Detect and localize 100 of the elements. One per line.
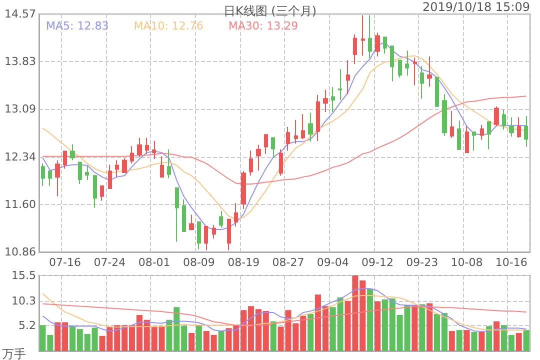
candlestick bbox=[442, 94, 447, 136]
text: MA10: 12.76 bbox=[134, 20, 204, 32]
candlestick bbox=[494, 106, 499, 127]
candlestick bbox=[413, 57, 417, 86]
candlestick bbox=[487, 121, 491, 150]
candlestick bbox=[130, 146, 134, 164]
y-tick-label: 14.57 bbox=[4, 8, 36, 20]
text: 2019/10/18 15:09 bbox=[422, 0, 530, 14]
candlestick bbox=[435, 77, 439, 107]
x-tick-label: 09-23 bbox=[406, 256, 438, 269]
bar bbox=[426, 303, 433, 351]
bar bbox=[270, 321, 276, 351]
bar bbox=[308, 314, 314, 351]
candlestick bbox=[108, 164, 112, 189]
candlestick bbox=[85, 164, 89, 181]
bar bbox=[196, 325, 202, 351]
y-axis-title: 万手 bbox=[2, 347, 26, 360]
chart-title: 日K线图 (三个月) bbox=[223, 4, 317, 18]
line-series bbox=[42, 303, 527, 326]
candlestick bbox=[405, 50, 409, 76]
candlestick bbox=[212, 224, 216, 240]
candlestick bbox=[264, 134, 268, 154]
candlestick bbox=[368, 14, 372, 59]
bar bbox=[494, 321, 500, 351]
candlestick bbox=[93, 175, 97, 208]
candlestick bbox=[137, 137, 142, 158]
candlestick bbox=[78, 162, 82, 184]
candlestick bbox=[271, 137, 275, 158]
candlestick bbox=[480, 124, 484, 140]
bar bbox=[478, 332, 485, 351]
x-tick-label: 09-12 bbox=[362, 256, 394, 269]
candlestick bbox=[197, 221, 201, 250]
candlestick bbox=[316, 94, 320, 142]
candlestick bbox=[48, 170, 52, 186]
candlestick bbox=[204, 226, 208, 251]
bar bbox=[516, 332, 522, 351]
line-series bbox=[42, 96, 527, 184]
bar bbox=[448, 331, 455, 351]
candlestick bbox=[323, 89, 328, 113]
candlestick bbox=[457, 120, 461, 150]
bar bbox=[523, 330, 530, 351]
x-tick-label: 08-01 bbox=[138, 256, 170, 269]
text: MA5: 12.83 bbox=[46, 20, 109, 32]
candlestick bbox=[234, 202, 238, 227]
bar bbox=[464, 330, 470, 351]
candlestick bbox=[301, 114, 305, 140]
bar bbox=[218, 331, 224, 351]
candlestick bbox=[152, 140, 156, 160]
x-tick-label: 10-08 bbox=[450, 256, 483, 269]
candlestick bbox=[517, 116, 521, 138]
candlestick bbox=[346, 60, 350, 95]
candlestick bbox=[227, 218, 231, 251]
candlestick bbox=[331, 86, 335, 113]
bar bbox=[367, 288, 374, 351]
candlestick bbox=[390, 46, 394, 82]
candlestick bbox=[175, 187, 179, 242]
y-tick-label: 13.09 bbox=[4, 102, 36, 116]
candlestick bbox=[63, 150, 67, 170]
candlestick bbox=[465, 126, 469, 154]
x-tick-label: 07-24 bbox=[94, 256, 126, 269]
bar bbox=[188, 332, 195, 351]
candlestick bbox=[219, 210, 223, 228]
candlestick bbox=[353, 34, 357, 65]
candlestick bbox=[420, 65, 424, 100]
candlestick bbox=[450, 110, 454, 138]
y-tick-label: 13.83 bbox=[4, 54, 36, 68]
candlestick bbox=[70, 144, 75, 161]
candlestick bbox=[55, 160, 60, 197]
candlestick bbox=[524, 116, 528, 148]
candlestick bbox=[427, 56, 432, 87]
bar bbox=[456, 330, 462, 351]
candlestick bbox=[361, 14, 365, 56]
candlestick bbox=[115, 160, 119, 178]
candlestick bbox=[294, 119, 298, 144]
candlestick bbox=[472, 132, 476, 152]
y-tick-label: 5.2 bbox=[18, 319, 36, 332]
candlestick bbox=[182, 198, 186, 232]
y-tick-label: 10.86 bbox=[4, 246, 36, 258]
candlestick bbox=[145, 137, 149, 154]
candlestick bbox=[241, 170, 246, 210]
candlestick bbox=[308, 112, 313, 142]
candlestick bbox=[160, 156, 164, 178]
candlestick bbox=[41, 162, 45, 186]
candlestick bbox=[279, 148, 283, 176]
x-tick-label: 08-09 bbox=[182, 256, 215, 269]
candlestick bbox=[189, 214, 194, 231]
y-tick-label: 10.3 bbox=[12, 294, 36, 308]
candlestick bbox=[502, 109, 506, 130]
bar bbox=[374, 301, 380, 351]
candlestick bbox=[509, 116, 514, 138]
x-tick-label: 09-04 bbox=[316, 256, 349, 269]
bar bbox=[486, 326, 492, 351]
bar bbox=[412, 305, 418, 351]
candlestick bbox=[167, 148, 171, 179]
candlestick bbox=[100, 185, 104, 202]
candlestick bbox=[256, 144, 261, 172]
candlestick bbox=[122, 158, 127, 173]
bar bbox=[419, 304, 426, 351]
candlestick bbox=[286, 126, 290, 152]
x-tick-label: 07-16 bbox=[49, 256, 82, 269]
